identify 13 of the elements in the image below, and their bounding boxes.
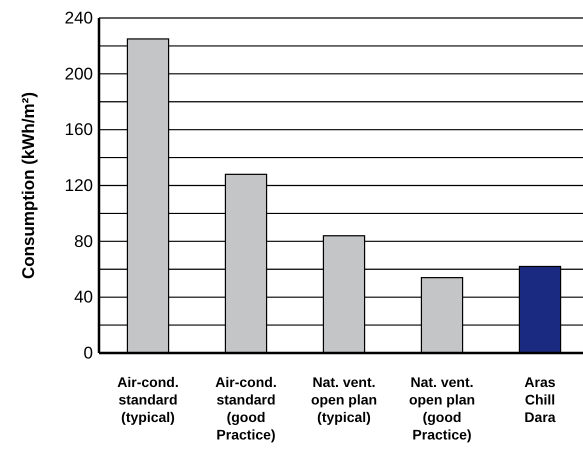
y-tick-label: 200 bbox=[64, 64, 93, 84]
y-tick-label: 120 bbox=[64, 176, 93, 195]
y-tick-label: 80 bbox=[74, 232, 93, 251]
y-tick-label: 160 bbox=[64, 120, 93, 140]
x-tick-label: Air-cond. standard (good Practice) bbox=[215, 374, 277, 442]
y-tick-label: 40 bbox=[74, 288, 93, 307]
y-tick-label: 0 bbox=[84, 343, 93, 362]
y-axis-title: Consumption (kWh/m²) bbox=[19, 92, 38, 279]
x-tick-label: Nat. vent. open plan (good Practice) bbox=[408, 374, 476, 442]
x-tick-label: Aras Chill Dara bbox=[524, 374, 556, 425]
y-tick-label: 240 bbox=[64, 8, 93, 28]
x-tick-label: Nat. vent. open plan (typical) bbox=[310, 374, 378, 425]
x-tick-label: Air-cond. standard (typical) bbox=[117, 374, 179, 425]
